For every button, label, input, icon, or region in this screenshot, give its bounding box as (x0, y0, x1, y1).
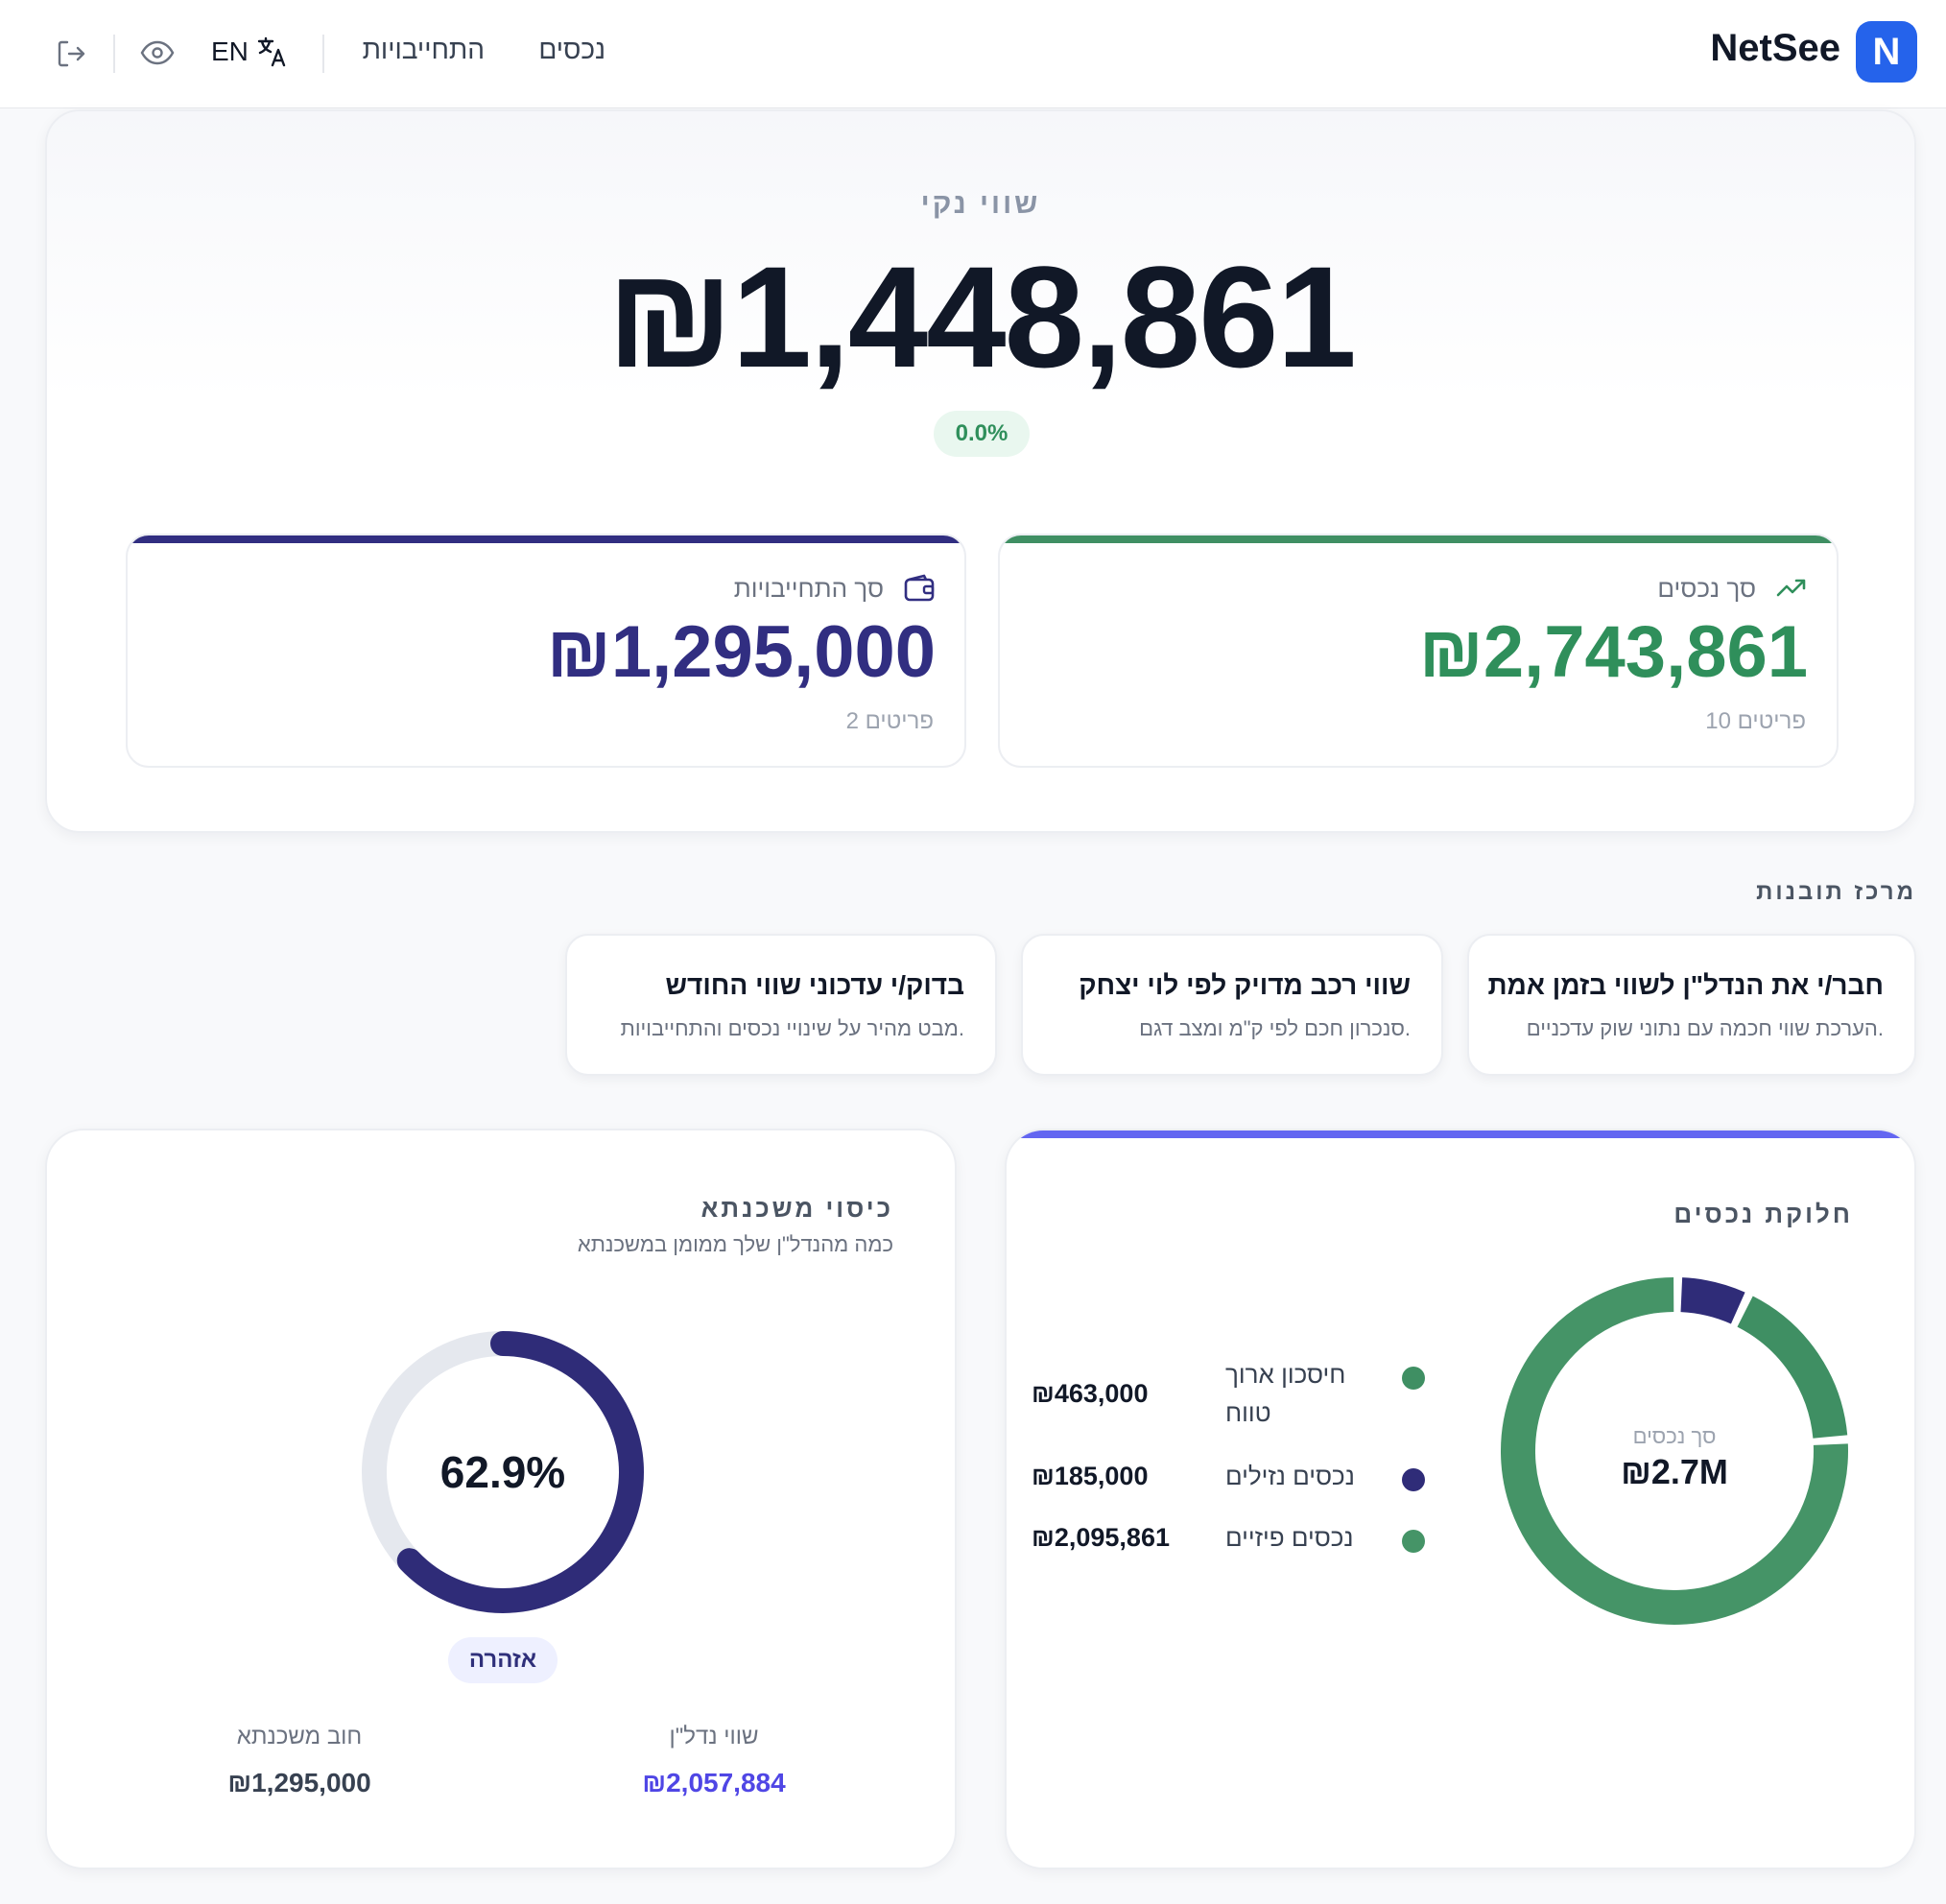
insight-card-vehicle[interactable]: שווי רכב מדויק לפי לוי יצחק סנכרון חכם ל… (1021, 934, 1443, 1076)
total-liabilities-count: 2 פריטים (845, 708, 934, 734)
legend-item: חיסכון ארוך טווח ₪463,000 (1032, 1355, 1425, 1441)
legend-value: ₪2,095,861 (1032, 1523, 1170, 1552)
top-bar: N NetSee נכסים התחייבויות EN (0, 0, 1946, 108)
insight-card-monthly[interactable]: בדוק/י עדכוני שווי החודש מבט מהיר על שינ… (565, 934, 997, 1076)
nav-liabilities[interactable]: התחייבויות (362, 35, 485, 64)
accent-bar (1007, 1130, 1914, 1138)
total-assets-count: 10 פריטים (1705, 708, 1806, 734)
insight-desc: סנכרון חכם לפי ק"מ ומצב דגם. (1139, 1016, 1411, 1040)
legend-label: חיסכון ארוך טווח (1225, 1360, 1346, 1427)
total-assets-value: ₪2,743,861 (1418, 611, 1808, 693)
total-liabilities-title: סך התחייבויות (733, 574, 884, 603)
mortgage-coverage-panel: כיסוי משכנתא כמה מהנדל"ן שלך ממומן במשכנ… (45, 1129, 957, 1869)
eye-icon[interactable] (140, 38, 175, 67)
translate-icon[interactable] (255, 35, 290, 69)
property-value-label: שווי נדל"ן (669, 1724, 759, 1749)
logout-icon[interactable] (56, 38, 86, 69)
change-badge: 0.0% (934, 411, 1030, 457)
legend-label: נכסים נזילים (1225, 1462, 1355, 1490)
donut-slice-2 (1501, 1277, 1848, 1625)
insights-section-title: מרכז תובנות (1756, 879, 1916, 905)
mortgage-debt-col: חוב משכנתא ₪1,295,000 (184, 1724, 415, 1798)
donut-slice-0 (1737, 1296, 1848, 1440)
total-assets-title: סך נכסים (1657, 574, 1756, 603)
total-assets-card[interactable]: סך נכסים ₪2,743,861 10 פריטים (998, 534, 1839, 768)
asset-distribution-title: חלוקת נכסים (1673, 1200, 1853, 1228)
legend-value: ₪185,000 (1032, 1462, 1149, 1490)
brand-name: NetSee (1710, 27, 1840, 69)
accent-bar (1000, 536, 1837, 543)
divider (322, 35, 324, 73)
trending-up-icon (1776, 579, 1806, 597)
donut-center-label: סך נכסים (1633, 1424, 1717, 1448)
logo[interactable]: N (1856, 21, 1917, 83)
legend-dot (1402, 1367, 1425, 1390)
insight-title: חבר/י את הנדל"ן לשווי בזמן אמת (1487, 970, 1884, 1000)
asset-distribution-panel: חלוקת נכסים סך נכסים ₪2.7M חיסכון ארוך ט… (1005, 1129, 1916, 1869)
total-liabilities-value: ₪1,295,000 (546, 611, 936, 693)
legend-dot (1402, 1530, 1425, 1553)
legend-value: ₪463,000 (1032, 1379, 1149, 1408)
net-worth-value: ₪1,448,861 (606, 236, 1357, 397)
nav-assets[interactable]: נכסים (538, 35, 605, 64)
divider (113, 35, 115, 73)
total-liabilities-card[interactable]: סך התחייבויות ₪1,295,000 2 פריטים (126, 534, 966, 768)
donut-slice-1 (1680, 1277, 1745, 1324)
language-toggle[interactable]: EN (211, 36, 249, 66)
status-badge: אזהרה (448, 1637, 558, 1683)
insight-desc: מבט מהיר על שינויי נכסים והתחייבויות. (620, 1016, 964, 1040)
property-value: ₪2,057,884 (642, 1768, 786, 1797)
legend-item: נכסים נזילים ₪185,000 (1032, 1457, 1425, 1505)
legend-item: נכסים פיזיים ₪2,095,861 (1032, 1518, 1425, 1566)
gauge-percent: 62.9% (440, 1447, 565, 1497)
legend-dot (1402, 1468, 1425, 1491)
mortgage-coverage-gauge: 62.9% (362, 1331, 644, 1613)
donut-center-value: ₪2.7M (1621, 1452, 1728, 1491)
insight-desc: הערכת שווי חכמה עם נתוני שוק עדכניים. (1526, 1016, 1884, 1040)
net-worth-label: שווי נקי (920, 188, 1041, 220)
legend-label: נכסים פיזיים (1225, 1523, 1354, 1552)
mortgage-coverage-title: כיסוי משכנתא (700, 1194, 893, 1223)
property-value-col: שווי נדל"ן ₪2,057,884 (599, 1724, 829, 1798)
insight-title: בדוק/י עדכוני שווי החודש (665, 970, 965, 1000)
wallet-icon (904, 574, 935, 602)
asset-distribution-chart: סך נכסים ₪2.7M (1501, 1277, 1848, 1625)
net-worth-card: שווי נקי ₪1,448,861 0.0% סך נכסים ₪2,743… (45, 109, 1916, 833)
accent-bar (128, 536, 964, 543)
mortgage-debt-label: חוב משכנתא (236, 1724, 363, 1749)
gauge-fill (362, 1331, 644, 1613)
insight-card-real-estate[interactable]: חבר/י את הנדל"ן לשווי בזמן אמת הערכת שוו… (1467, 934, 1916, 1076)
insight-title: שווי רכב מדויק לפי לוי יצחק (1079, 970, 1411, 1000)
mortgage-debt-value: ₪1,295,000 (227, 1768, 371, 1797)
mortgage-coverage-subtitle: כמה מהנדל"ן שלך ממומן במשכנתא (577, 1232, 893, 1256)
